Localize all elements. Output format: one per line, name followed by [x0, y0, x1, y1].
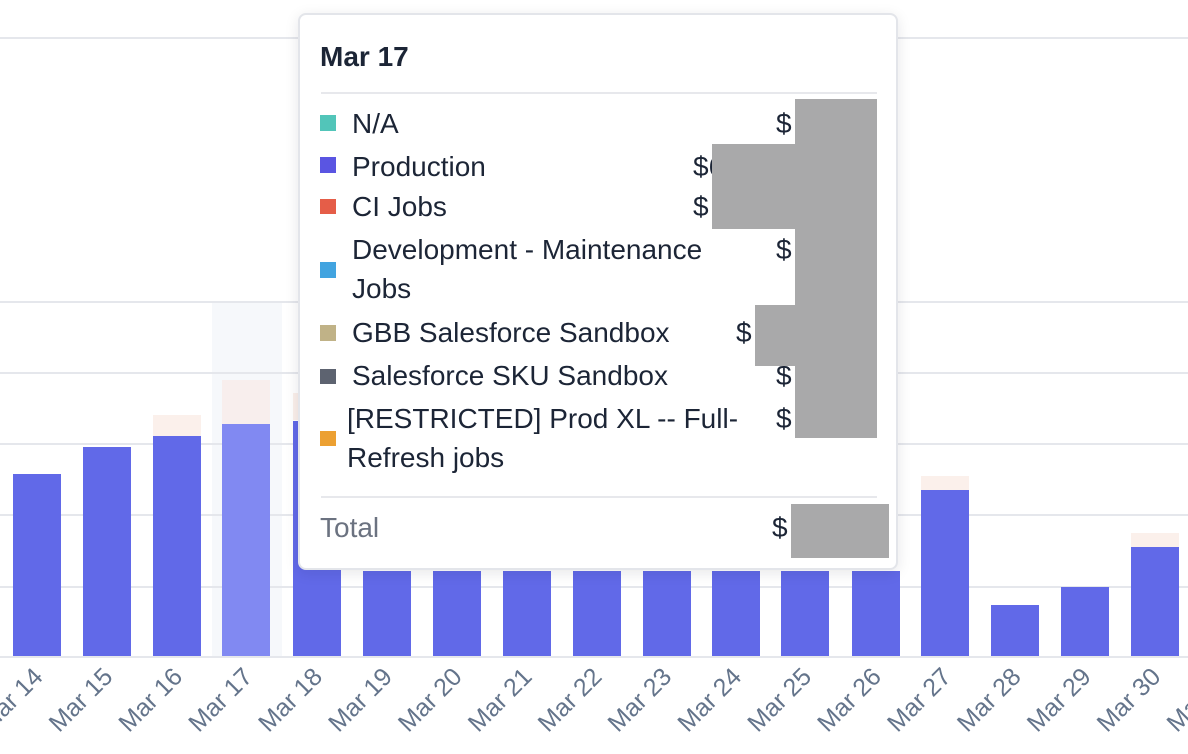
svg-text:Mar 15: Mar 15 [44, 663, 119, 738]
svg-text:Mar 18: Mar 18 [253, 663, 328, 738]
svg-text:Mar 27: Mar 27 [882, 663, 957, 738]
svg-text:Mar 23: Mar 23 [602, 663, 677, 738]
svg-text:Mar 21: Mar 21 [463, 663, 538, 738]
svg-text:Mar 14: Mar 14 [0, 663, 49, 738]
svg-text:Mar 31: Mar 31 [1161, 663, 1188, 738]
svg-text:Mar 26: Mar 26 [812, 663, 887, 738]
svg-text:Mar 24: Mar 24 [672, 663, 747, 738]
svg-text:Mar 28: Mar 28 [952, 663, 1027, 738]
svg-text:Mar 19: Mar 19 [323, 663, 398, 738]
svg-text:Mar 16: Mar 16 [113, 663, 188, 738]
svg-text:Mar 30: Mar 30 [1092, 663, 1167, 738]
svg-text:Mar 20: Mar 20 [393, 663, 468, 738]
svg-text:Mar 17: Mar 17 [183, 663, 258, 738]
svg-text:Mar 25: Mar 25 [742, 663, 817, 738]
svg-text:Mar 22: Mar 22 [533, 663, 608, 738]
svg-text:Mar 29: Mar 29 [1022, 663, 1097, 738]
